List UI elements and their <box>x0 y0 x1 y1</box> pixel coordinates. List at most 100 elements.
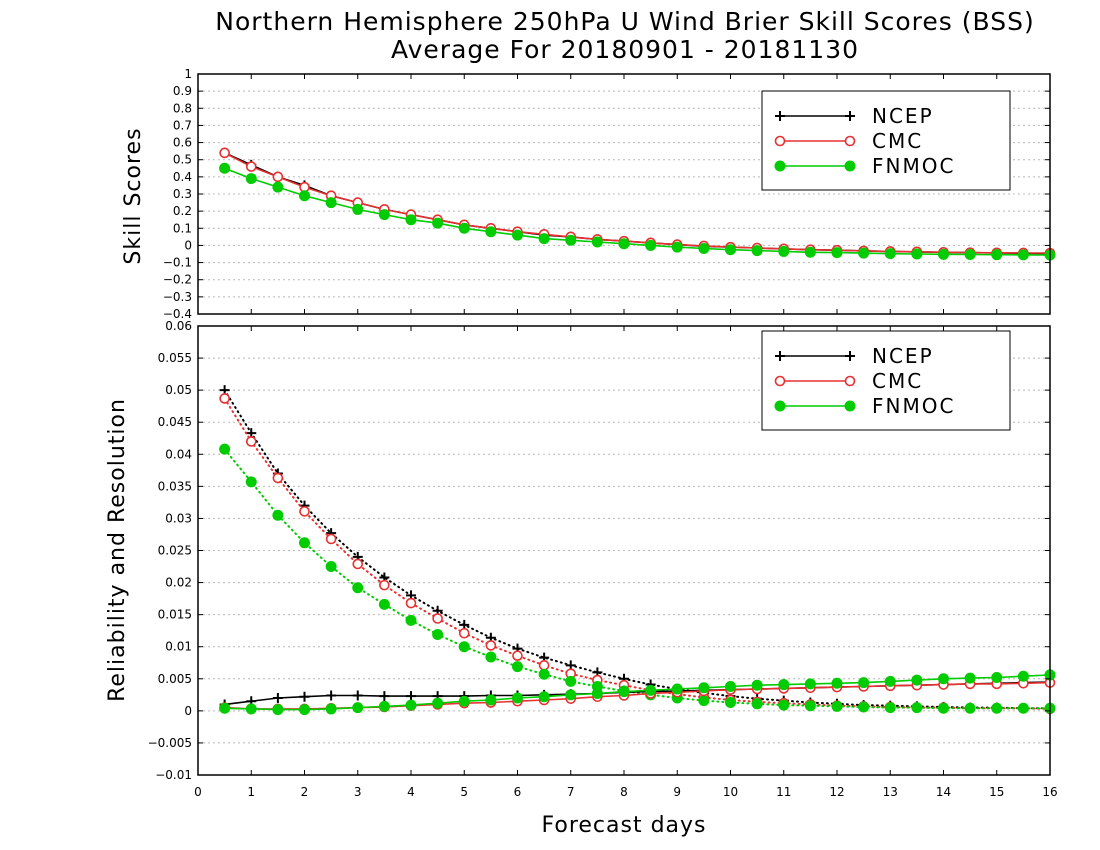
top-fnmoc-point <box>778 245 790 257</box>
bottom-fnmoc-reliability-point <box>804 678 816 690</box>
top-y-tick-label: −0.3 <box>163 290 192 304</box>
bottom-fnmoc-reliability-point <box>751 679 763 691</box>
bottom-y-tick-label: 0.03 <box>165 511 192 525</box>
bottom-fnmoc-reliability-point <box>485 694 497 706</box>
bottom-fnmoc-resolution-point <box>938 702 949 714</box>
bottom-y-tick-label: −0.01 <box>155 768 192 782</box>
x-axis-ticks: 0 1 2 3 4 5 6 7 8 9 10 11 12 13 14 15 16 <box>194 785 1057 799</box>
bottom-cmc-resolution-markers <box>219 393 1056 715</box>
bottom-fnmoc-resolution-point <box>272 509 284 521</box>
top-fnmoc-point <box>272 181 284 193</box>
bottom-y-tick-label: 0.005 <box>158 672 192 686</box>
top-panel-frame <box>197 73 1051 315</box>
bottom-fnmoc-resolution-point <box>432 629 444 641</box>
bottom-fnmoc-resolution-point <box>405 614 417 626</box>
bottom-cmc-resolution-point <box>538 660 550 671</box>
bottom-fnmoc-reliability-point <box>405 699 417 711</box>
bottom-fnmoc-resolution-point <box>352 582 364 594</box>
bottom-fnmoc-resolution-point <box>884 702 896 714</box>
top-fnmoc-point <box>299 190 310 202</box>
x-axis-label: Forecast days <box>541 813 706 838</box>
bottom-fnmoc-resolution-point <box>378 598 390 610</box>
bottom-fnmoc-resolution-point <box>245 476 257 488</box>
bottom-fnmoc-reliability-point <box>938 673 949 685</box>
bottom-fnmoc-reliability-point <box>432 697 444 709</box>
top-fnmoc-point <box>858 247 870 259</box>
bottom-fnmoc-resolution-point <box>512 661 523 673</box>
top-fnmoc-point <box>432 217 444 229</box>
bottom-y-tick-label: 0 <box>184 704 192 718</box>
top-legend-marker <box>775 111 785 121</box>
bottom-fnmoc-reliability-point <box>884 675 896 687</box>
top-fnmoc-point <box>512 229 523 241</box>
top-legend-label: CMC <box>872 129 923 153</box>
top-legend-marker <box>774 135 786 147</box>
x-tick-label: 10 <box>723 785 738 799</box>
bottom-cmc-resolution-point <box>379 579 390 591</box>
bottom-fnmoc-reliability-markers <box>219 669 1056 716</box>
bottom-y-tick-label: −0.005 <box>148 736 192 750</box>
bottom-legend-marker <box>774 400 786 412</box>
top-legend-item-fnmoc: FNMOC <box>774 154 953 178</box>
bottom-fnmoc-resolution-point <box>485 651 497 663</box>
bottom-legend-marker <box>844 375 856 387</box>
chart-title-line1: Northern Hemisphere 250hPa U Wind Brier … <box>215 7 1034 36</box>
top-fnmoc-point <box>565 234 577 246</box>
bottom-cmc-resolution-point <box>405 597 417 609</box>
top-y-tick-label: 0.1 <box>173 221 192 235</box>
bottom-fnmoc-resolution-point <box>831 700 843 712</box>
top-y-tick-label: 0 <box>184 238 192 252</box>
bottom-fnmoc-reliability-point <box>725 680 736 692</box>
top-fnmoc-point <box>884 248 896 260</box>
x-tick-label: 9 <box>673 785 681 799</box>
bottom-fnmoc-reliability-point <box>858 677 870 689</box>
bottom-y-tick-label: 0.025 <box>158 544 192 558</box>
top-fnmoc-point <box>1017 249 1029 261</box>
x-tick-label: 14 <box>936 785 951 799</box>
bottom-fnmoc-reliability-point <box>219 702 231 714</box>
top-fnmoc-point <box>991 249 1003 261</box>
bottom-legend-marker <box>775 351 785 361</box>
bottom-cmc-resolution-point <box>432 613 443 624</box>
bottom-y-tick-label: 0.05 <box>165 383 192 397</box>
top-fnmoc-markers <box>219 162 1056 261</box>
bottom-fnmoc-resolution-markers <box>219 443 1056 714</box>
x-tick-label: 3 <box>354 785 362 799</box>
top-cmc-point <box>245 161 257 172</box>
bottom-fnmoc-resolution-point <box>991 702 1003 714</box>
bottom-panel-y-ticks: −0.01 −0.005 0 0.005 0.01 0.015 0.02 0.025 0.03 0… <box>148 319 1051 782</box>
x-tick-label: 8 <box>620 785 628 799</box>
bottom-fnmoc-resolution-point <box>751 698 763 710</box>
top-cmc-point <box>272 171 284 183</box>
bottom-cmc-resolution-point <box>299 506 310 517</box>
top-y-tick-label: 0.9 <box>173 84 192 98</box>
top-y-tick-label: 0.4 <box>173 170 192 184</box>
top-fnmoc-point <box>698 243 710 255</box>
bottom-fnmoc-reliability-point <box>911 674 923 686</box>
bottom-y-tick-label: 0.01 <box>165 640 192 654</box>
x-tick-label: 2 <box>301 785 309 799</box>
bottom-fnmoc-reliability-point <box>325 703 337 715</box>
bottom-fnmoc-resolution-point <box>778 699 790 711</box>
top-y-tick-label: 0.6 <box>173 136 192 150</box>
bottom-ncep-resolution-line <box>223 389 1051 710</box>
top-fnmoc-point <box>458 222 470 234</box>
bottom-fnmoc-reliability-point <box>245 703 257 715</box>
top-cmc-point <box>219 147 230 159</box>
bottom-ncep-reliability-point <box>379 691 390 702</box>
top-y-tick-label: 0.8 <box>173 101 192 115</box>
bottom-fnmoc-reliability-point <box>512 692 523 704</box>
bottom-fnmoc-reliability-point <box>352 702 364 714</box>
top-fnmoc-point <box>245 173 257 185</box>
bottom-cmc-resolution-point <box>272 472 284 484</box>
bottom-fnmoc-resolution-point <box>725 697 736 709</box>
bottom-fnmoc-reliability-point <box>645 684 657 696</box>
bottom-legend-marker <box>844 400 856 412</box>
bottom-panel-y-label: Reliability and Resolution <box>105 398 130 702</box>
x-tick-label: 4 <box>407 785 415 799</box>
bottom-fnmoc-resolution-point <box>804 700 816 712</box>
bottom-y-tick-label: 0.055 <box>158 351 192 365</box>
bottom-fnmoc-resolution-point <box>219 443 231 455</box>
